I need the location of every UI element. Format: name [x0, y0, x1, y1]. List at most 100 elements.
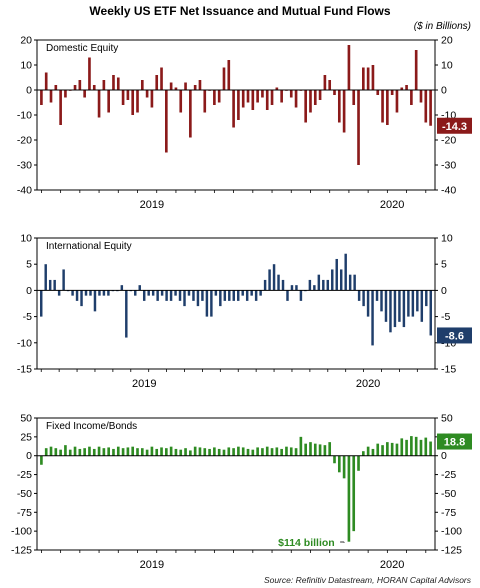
international-ytick-label-right: 0 — [441, 285, 447, 297]
international-bar — [89, 290, 92, 296]
domestic-bar — [237, 90, 240, 120]
domestic-bar — [102, 80, 106, 90]
fixed-income-panel-title: Fixed Income/Bonds — [46, 421, 137, 432]
fixed-income-bar — [49, 446, 53, 456]
domestic-bar — [44, 72, 48, 90]
fixed-income-bar — [165, 448, 168, 456]
domestic-bar — [309, 90, 312, 113]
domestic-bar — [414, 50, 418, 90]
domestic-bar — [429, 90, 432, 126]
fixed-income-bar — [289, 447, 293, 456]
domestic-bar — [323, 75, 327, 90]
fixed-income-bar — [357, 455, 360, 471]
international-bar — [107, 290, 110, 296]
fixed-income-annotation: $114 billion — [278, 537, 335, 549]
international-bar — [98, 290, 101, 296]
international-bar — [134, 290, 137, 296]
fixed-income-bar — [256, 447, 259, 456]
international-bar — [254, 290, 258, 301]
international-bar — [348, 274, 352, 291]
international-bar — [174, 290, 177, 296]
domestic-plot-frame — [36, 39, 436, 191]
domestic-bar — [155, 75, 159, 90]
fixed-income-bar — [265, 446, 269, 456]
fixed-income-ytick-label-right: -75 — [441, 507, 456, 519]
fixed-income-bar — [237, 446, 240, 456]
international-bar — [411, 290, 415, 317]
international-bar — [40, 290, 43, 317]
fixed-income-bar — [410, 436, 413, 456]
international-bar — [353, 274, 356, 291]
fixed-income-ytick-label-left: -50 — [17, 488, 32, 500]
domestic-bar — [189, 90, 192, 138]
fixed-income-bar — [136, 448, 139, 456]
international-bar — [290, 285, 294, 291]
fixed-income-bar — [390, 442, 394, 456]
fixed-income-bar — [126, 447, 130, 456]
fixed-income-ytick-label-right: 0 — [441, 450, 447, 462]
international-ytick-label-left: 0 — [26, 285, 32, 297]
fixed-income-ytick-label-right: -25 — [441, 469, 456, 481]
international-bar — [389, 290, 392, 333]
fixed-income-last-value-box — [437, 433, 472, 450]
fixed-income-bar — [328, 442, 332, 456]
fixed-income-bar — [400, 438, 404, 456]
fixed-income-bar — [323, 445, 327, 456]
international-bar — [142, 290, 146, 301]
international-bar — [196, 290, 200, 307]
fixed-income-bar — [280, 448, 283, 456]
fixed-income-ytick-label-right: -100 — [441, 526, 462, 538]
domestic-bar — [92, 85, 96, 90]
fixed-income-ytick-label-right: -50 — [441, 488, 456, 500]
fixed-income-bar — [309, 442, 312, 456]
international-bar — [308, 279, 312, 291]
international-ytick-label-left: 5 — [26, 259, 32, 271]
chart-title: Weekly US ETF Net Issuance and Mutual Fu… — [89, 4, 391, 18]
international-bar — [384, 290, 388, 322]
fixed-income-bar — [275, 447, 279, 456]
fixed-income-bar — [362, 451, 365, 456]
domestic-bar — [107, 90, 110, 113]
fixed-income-bar — [299, 436, 303, 456]
domestic-bar — [371, 65, 375, 90]
domestic-bar — [261, 90, 264, 98]
domestic-bar — [390, 90, 394, 95]
fixed-income-bar — [40, 455, 43, 465]
international-bar — [93, 290, 97, 312]
domestic-bar — [222, 67, 226, 90]
fixed-income-bar — [179, 449, 183, 456]
fixed-income-bar — [107, 447, 110, 456]
domestic-bar — [366, 67, 370, 90]
international-ytick-label-left: -15 — [17, 364, 32, 376]
fixed-income-bar — [64, 445, 67, 456]
fixed-income-bar — [313, 443, 317, 456]
domestic-bar — [112, 75, 115, 90]
fixed-income-bar — [261, 448, 264, 456]
international-bar — [272, 264, 276, 291]
international-bar — [223, 290, 227, 301]
fixed-income-ytick-label-left: 0 — [26, 450, 32, 462]
fixed-income-bar — [184, 448, 187, 456]
fixed-income-bar — [78, 448, 82, 456]
international-bar — [326, 279, 330, 291]
international-bar — [299, 290, 303, 301]
international-ytick-label-left: -5 — [23, 311, 32, 323]
international-bar — [362, 290, 365, 307]
international-bar — [416, 290, 419, 312]
international-bar — [286, 290, 289, 301]
domestic-bar — [400, 87, 404, 90]
fixed-income-plot-frame — [36, 417, 436, 551]
fixed-income-bar — [189, 450, 192, 456]
fixed-income-xtick-label: 2020 — [380, 559, 404, 571]
international-bar — [138, 285, 141, 291]
domestic-bar — [184, 82, 187, 90]
domestic-bar — [386, 90, 389, 125]
fixed-income-bar — [333, 455, 336, 464]
domestic-bar — [150, 90, 154, 108]
fixed-income-ytick-label-right: -125 — [441, 545, 462, 557]
domestic-bar — [213, 90, 216, 105]
international-bar — [425, 290, 428, 307]
international-bar — [344, 253, 347, 291]
domestic-bar — [381, 90, 384, 123]
